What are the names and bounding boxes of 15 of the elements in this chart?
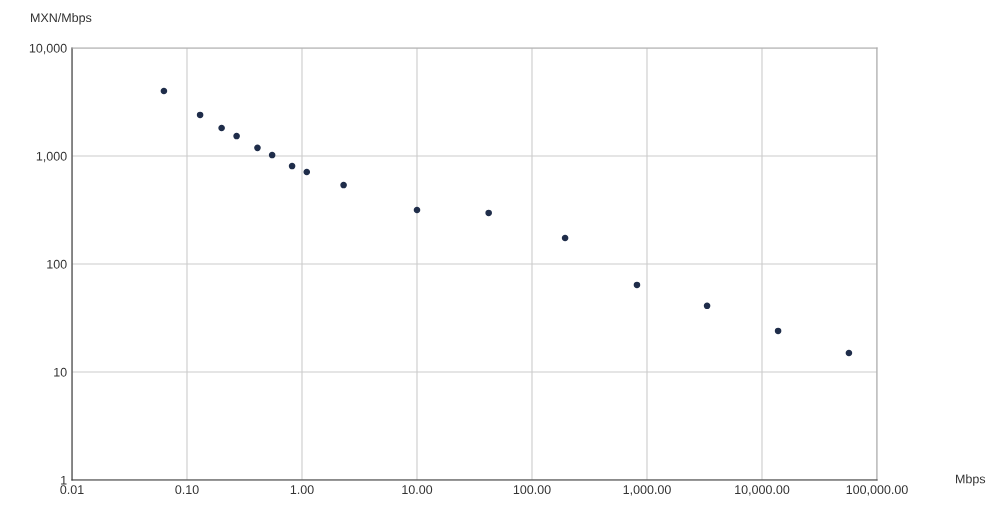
y-tick-label: 1 (61, 475, 67, 485)
x-tick-label: 10.00 (402, 485, 433, 495)
x-axis-title: Mbps (956, 474, 986, 486)
y-tick-label: 10 (54, 367, 67, 377)
x-tick-label: 100,000.00 (846, 485, 908, 496)
x-tick-label: 10,000.00 (735, 485, 790, 496)
y-tick-label: 10,000 (29, 43, 67, 55)
x-tick-label: 1,000.00 (623, 485, 671, 496)
x-tick-label: 1.00 (290, 485, 314, 495)
x-tick-label: 0.10 (175, 485, 199, 495)
x-tick-label: 0.01 (60, 485, 84, 495)
y-tick-label: 1,000 (36, 151, 67, 163)
y-axis-title: MXN/Mbps (31, 12, 92, 25)
y-tick-label: 100 (47, 259, 67, 269)
x-tick-label: 100.00 (513, 485, 551, 495)
